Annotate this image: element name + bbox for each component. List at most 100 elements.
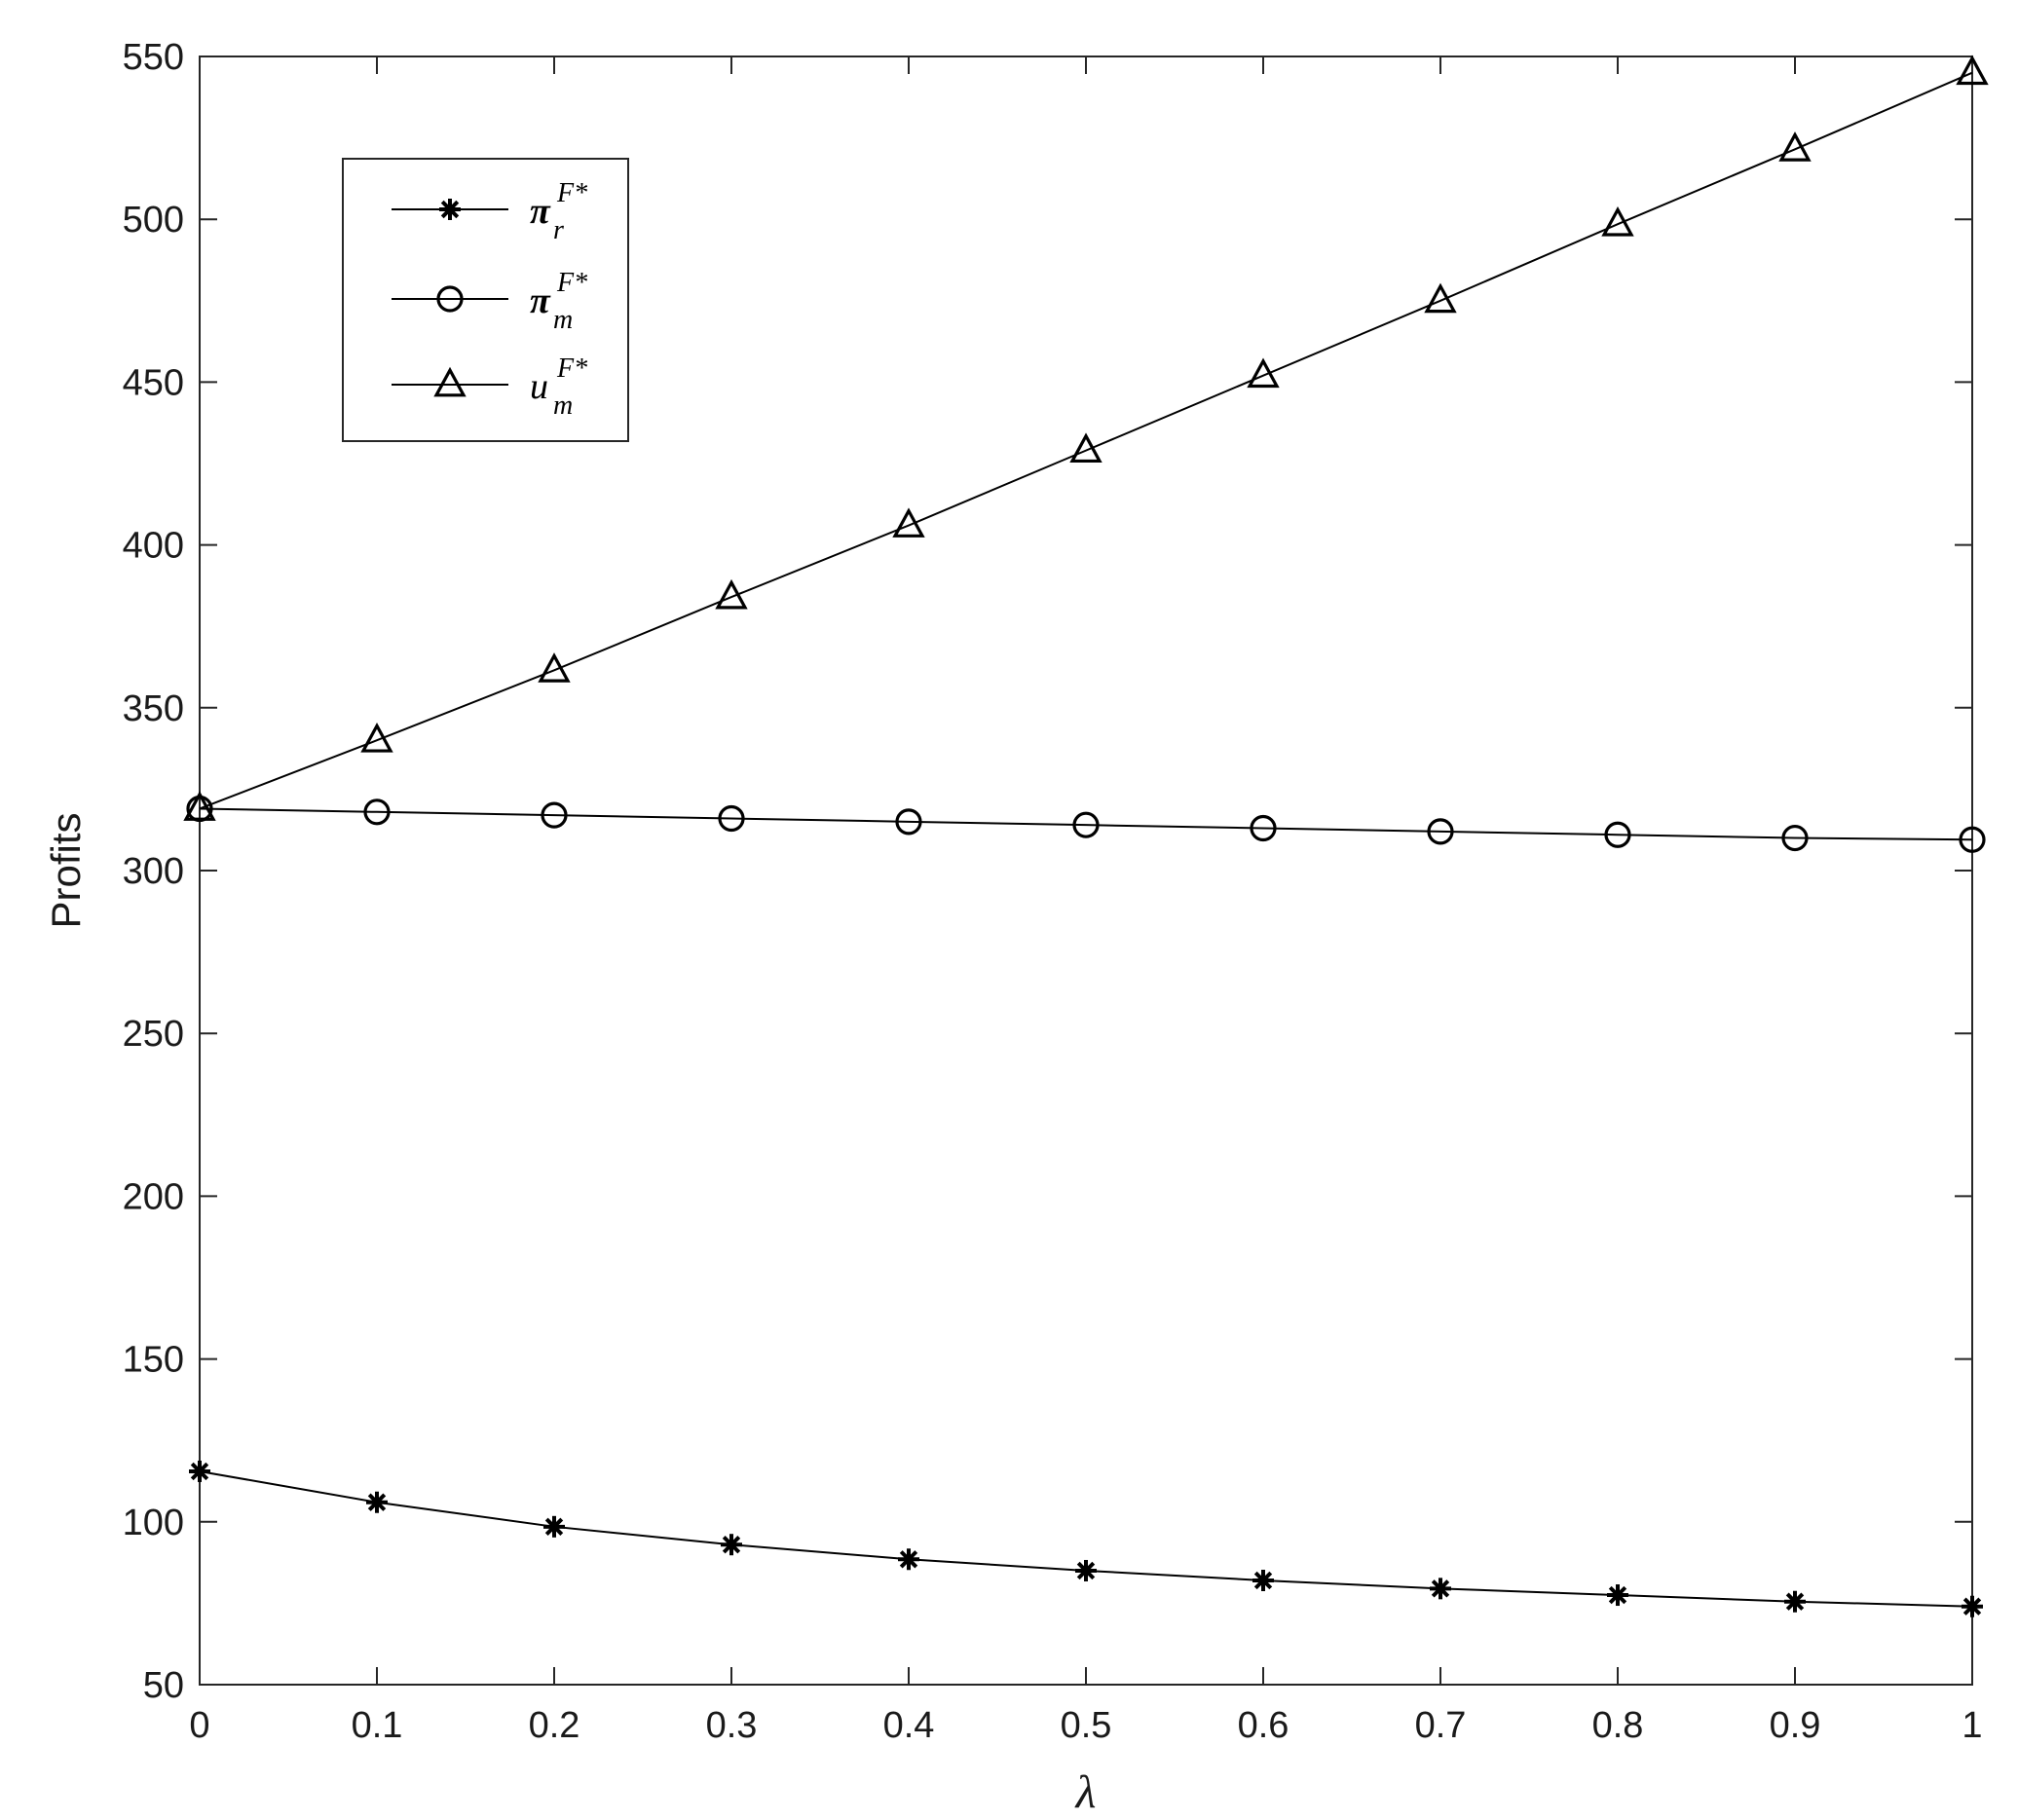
data-point xyxy=(1604,821,1631,848)
data-point xyxy=(1956,55,1989,86)
legend: π F*rπ F*mu F*m xyxy=(342,158,629,442)
legend-marker xyxy=(439,199,461,220)
x-tick-label: 0.3 xyxy=(706,1705,758,1746)
data-point xyxy=(1252,1569,1274,1591)
data-point xyxy=(1607,1584,1628,1607)
marker-circle xyxy=(718,804,745,833)
data-point xyxy=(715,578,748,610)
data-point xyxy=(1069,432,1102,464)
x-tick-label: 0.7 xyxy=(1415,1705,1467,1746)
legend-label-base: π xyxy=(530,191,551,232)
y-tick-label: 300 xyxy=(123,851,184,892)
marker-asterisk-stroke xyxy=(440,200,460,219)
legend-item: u F* m xyxy=(392,353,587,421)
x-tick-label: 0.1 xyxy=(352,1705,403,1746)
legend-item: π F* r xyxy=(392,178,587,245)
y-tick-label: 550 xyxy=(123,37,184,78)
marker-triangle xyxy=(360,723,393,753)
marker-asterisk-stroke xyxy=(1253,1571,1273,1590)
x-tick-label: 0.4 xyxy=(883,1705,935,1746)
legend-label-sub: m xyxy=(553,305,573,335)
marker-triangle xyxy=(1069,432,1102,464)
marker-asterisk-stroke xyxy=(544,1517,564,1537)
data-point xyxy=(189,1460,210,1482)
series-line xyxy=(199,71,1973,810)
data-point xyxy=(363,799,391,826)
data-point xyxy=(898,1548,919,1571)
x-tick-label: 0.8 xyxy=(1592,1705,1644,1746)
data-point xyxy=(892,507,925,538)
data-point xyxy=(718,804,745,833)
marker-triangle xyxy=(1424,282,1457,314)
data-point xyxy=(1784,1590,1806,1613)
marker-circle xyxy=(541,801,568,829)
marker-circle xyxy=(363,799,391,826)
marker-circle xyxy=(895,808,922,836)
marker-triangle xyxy=(1778,131,1812,162)
marker-asterisk-stroke xyxy=(367,1493,387,1511)
x-tick-label: 0 xyxy=(189,1705,209,1746)
x-axis: 0 0.1 0.2 0.3 0.4 0.5 0.6 0.7 0.8 0.9 1 xyxy=(189,56,1983,1746)
y-tick-label: 350 xyxy=(123,688,184,729)
data-point xyxy=(541,801,568,829)
marker-circle xyxy=(1072,811,1100,838)
x-tick-label: 0.6 xyxy=(1238,1705,1289,1746)
legend-item: π F* m xyxy=(392,268,587,335)
marker-triangle xyxy=(433,366,467,397)
marker-asterisk-stroke xyxy=(1431,1579,1450,1598)
marker-asterisk-stroke xyxy=(1785,1592,1805,1611)
marker-circle xyxy=(1604,821,1631,848)
legend-label-base: u xyxy=(530,366,548,407)
marker-triangle xyxy=(1247,357,1280,389)
y-axis-title: Profits xyxy=(43,812,89,928)
data-point xyxy=(1250,814,1277,842)
marker-triangle xyxy=(538,652,571,683)
y-tick-label: 100 xyxy=(123,1503,184,1543)
series-circle xyxy=(186,795,1986,853)
marker-triangle xyxy=(892,507,925,538)
series-line xyxy=(199,807,1973,841)
marker-circle xyxy=(1250,814,1277,842)
marker-circle xyxy=(1781,824,1809,852)
data-point xyxy=(538,652,571,683)
data-point xyxy=(1424,282,1457,314)
legend-label-sup: F* xyxy=(556,268,587,298)
data-point xyxy=(183,791,216,821)
y-axis: 50 100 150 200 250 300 350 400 450 500 550 xyxy=(123,37,1972,1706)
marker-asterisk-stroke xyxy=(190,1462,209,1481)
marker-triangle xyxy=(1956,55,1989,86)
marker-triangle xyxy=(183,791,216,821)
series-layer xyxy=(183,55,1989,1617)
data-point xyxy=(1075,1559,1097,1581)
data-point xyxy=(1781,824,1809,852)
data-point xyxy=(1247,357,1280,389)
marker-asterisk-stroke xyxy=(1608,1585,1627,1605)
data-point xyxy=(1778,131,1812,162)
data-point xyxy=(721,1534,742,1556)
data-point xyxy=(1962,1595,1983,1617)
y-tick-label: 50 xyxy=(143,1665,184,1706)
marker-circle xyxy=(1959,826,1986,853)
legend-label-base: π xyxy=(530,280,551,321)
legend-marker xyxy=(436,285,464,313)
marker-asterisk-stroke xyxy=(899,1550,918,1569)
x-tick-label: 0.9 xyxy=(1770,1705,1821,1746)
y-tick-label: 450 xyxy=(123,362,184,403)
marker-asterisk-stroke xyxy=(722,1536,741,1554)
series-asterisk xyxy=(189,1460,1983,1617)
data-point xyxy=(1427,818,1454,845)
marker-circle xyxy=(1427,818,1454,845)
y-tick-label: 400 xyxy=(123,526,184,567)
data-point xyxy=(1601,205,1634,237)
x-tick-label: 0.5 xyxy=(1061,1705,1112,1746)
y-tick-label: 250 xyxy=(123,1014,184,1055)
marker-triangle xyxy=(1601,205,1634,237)
x-axis-title: λ xyxy=(1074,1766,1097,1818)
data-point xyxy=(1430,1578,1451,1600)
data-point xyxy=(1959,826,1986,853)
legend-label-sub: m xyxy=(553,390,573,421)
marker-triangle xyxy=(715,578,748,610)
marker-asterisk-stroke xyxy=(1076,1561,1096,1580)
y-tick-label: 500 xyxy=(123,200,184,241)
